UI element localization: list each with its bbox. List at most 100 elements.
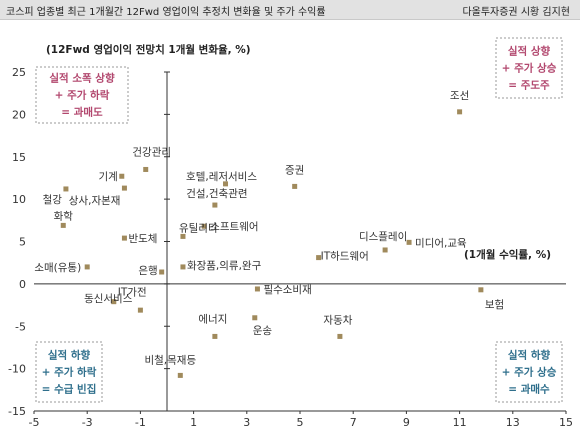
data-point bbox=[137, 307, 143, 313]
data-point bbox=[252, 315, 258, 321]
point-label: 화장품,의류,완구 bbox=[187, 259, 262, 272]
point-label: 호텔,레저서비스 bbox=[186, 171, 257, 183]
point-label: 소매(유통) bbox=[34, 262, 81, 274]
data-point bbox=[201, 223, 207, 229]
quadrant-box-border bbox=[495, 37, 563, 99]
quadrant-box-top-left: 실적 소폭 상향 + 주가 하락 = 과매도 bbox=[35, 66, 129, 124]
y-tick-label: 10 bbox=[12, 193, 26, 206]
x-tick-label: 3 bbox=[243, 416, 250, 429]
x-tick-label: 15 bbox=[559, 416, 573, 429]
quadrant-box-border bbox=[35, 66, 129, 124]
quadrant-box-top-right: 실적 상향 + 주가 상승 = 주도주 bbox=[495, 37, 563, 99]
quadrant-annotation-line: = 주도주 bbox=[508, 80, 550, 92]
data-point bbox=[337, 333, 343, 339]
x-axis-title: (1개월 수익률, %) bbox=[464, 248, 551, 261]
x-tick-label: 11 bbox=[453, 416, 467, 429]
point-label: IT가전 bbox=[118, 287, 147, 299]
y-tick-label: 25 bbox=[12, 66, 26, 79]
data-point bbox=[119, 173, 125, 179]
y-tick-label: -5 bbox=[15, 320, 26, 333]
point-label: 자동차 bbox=[323, 314, 352, 326]
point-label: 철강 bbox=[43, 194, 63, 206]
quadrant-annotation-line: + 주가 상승 bbox=[502, 366, 557, 379]
data-point bbox=[223, 181, 229, 187]
quadrant-box-border bbox=[495, 341, 563, 403]
point-label: 미디어,교육 bbox=[415, 237, 467, 249]
data-point bbox=[212, 333, 218, 339]
data-point bbox=[457, 109, 463, 115]
data-points bbox=[60, 109, 484, 378]
data-point bbox=[212, 202, 218, 208]
point-label: 소프트웨어 bbox=[210, 221, 258, 233]
quadrant-annotation-line: = 과매수 bbox=[508, 383, 550, 396]
y-tick-label: 0 bbox=[19, 278, 26, 291]
data-point bbox=[60, 222, 66, 228]
quadrant-annotation-line: 실적 하향 bbox=[508, 349, 551, 362]
x-tick-label: 7 bbox=[350, 416, 357, 429]
data-point bbox=[121, 185, 127, 191]
point-label: 유틸리티 bbox=[179, 221, 218, 234]
point-label: 동신서비스 bbox=[84, 293, 133, 305]
quadrant-annotation-line: + 주가 상승 bbox=[502, 62, 557, 75]
point-label: 보험 bbox=[485, 299, 504, 311]
quadrant-annotation-line: + 주가 하락 bbox=[55, 89, 110, 102]
point-label: 필수소비재 bbox=[263, 284, 311, 296]
data-point bbox=[478, 287, 484, 293]
quadrant-annotation-line: = 수급 빈집 bbox=[42, 383, 97, 396]
quadrant-annotation-line: 실적 하향 bbox=[48, 349, 91, 362]
point-label: 건설,건축관련 bbox=[186, 188, 247, 200]
y-tick-label: -10 bbox=[8, 363, 26, 376]
point-label: 화학 bbox=[54, 210, 74, 222]
x-tick-label: 9 bbox=[403, 416, 410, 429]
quadrant-annotation-line: 실적 상향 bbox=[508, 45, 551, 58]
y-tick-label: 15 bbox=[12, 151, 26, 164]
quadrant-box-bottom-right: 실적 하향 + 주가 상승 = 과매수 bbox=[495, 341, 563, 403]
point-label: 기계 bbox=[98, 171, 117, 183]
quadrant-box-border bbox=[35, 341, 103, 403]
data-point bbox=[316, 255, 322, 261]
data-point bbox=[180, 233, 186, 239]
y-axis-title: (12Fwd 영업이익 전망치 1개월 변화율, %) bbox=[46, 43, 251, 56]
y-tick-label: -15 bbox=[8, 405, 26, 418]
quadrant-annotation-line: = 과매도 bbox=[61, 106, 103, 119]
point-label: 반도체 bbox=[128, 233, 157, 245]
chart-source: 다올투자증권 시황 김지현 bbox=[462, 7, 570, 18]
data-point bbox=[111, 299, 117, 305]
data-point bbox=[84, 264, 90, 270]
data-point bbox=[121, 235, 127, 241]
y-tick-label: 5 bbox=[19, 236, 26, 249]
point-label: 비철,목재등 bbox=[144, 354, 196, 366]
chart-title: 코스피 업종별 최근 1개월간 12Fwd 영업이익 추정치 변화율 및 주가 … bbox=[6, 7, 326, 18]
quadrant-box-bottom-left: 실적 하향 + 주가 하락 = 수급 빈집 bbox=[35, 341, 103, 403]
point-label: 디스플레이 bbox=[359, 231, 407, 243]
data-point bbox=[143, 166, 149, 172]
chart-header: 코스피 업종별 최근 1개월간 12Fwd 영업이익 추정치 변화율 및 주가 … bbox=[0, 0, 580, 20]
data-point bbox=[254, 286, 260, 292]
data-point bbox=[63, 186, 69, 192]
point-label: 상사,자본재 bbox=[69, 195, 121, 207]
point-label: 조선 bbox=[450, 90, 469, 102]
x-tick-label: -3 bbox=[82, 416, 93, 429]
point-label: 증권 bbox=[285, 164, 304, 176]
x-tick-label: -1 bbox=[135, 416, 146, 429]
data-point bbox=[382, 247, 388, 253]
data-point bbox=[180, 264, 186, 270]
quadrant-annotation-line: + 주가 하락 bbox=[42, 366, 97, 379]
x-tick-label: 13 bbox=[506, 416, 520, 429]
point-label: IT하드웨어 bbox=[321, 250, 369, 263]
data-point bbox=[292, 183, 298, 189]
quadrant-annotation-line: 실적 소폭 상향 bbox=[49, 72, 115, 85]
point-label: 은행 bbox=[138, 265, 157, 277]
point-label: 운송 bbox=[253, 325, 273, 337]
point-label: 건강관리 bbox=[132, 146, 171, 158]
x-tick-label: 1 bbox=[190, 416, 197, 429]
point-label: 에너지 bbox=[198, 313, 227, 325]
data-point bbox=[177, 372, 183, 378]
x-tick-label: -5 bbox=[29, 416, 40, 429]
x-tick-label: 5 bbox=[297, 416, 304, 429]
y-tick-label: 20 bbox=[12, 108, 26, 121]
